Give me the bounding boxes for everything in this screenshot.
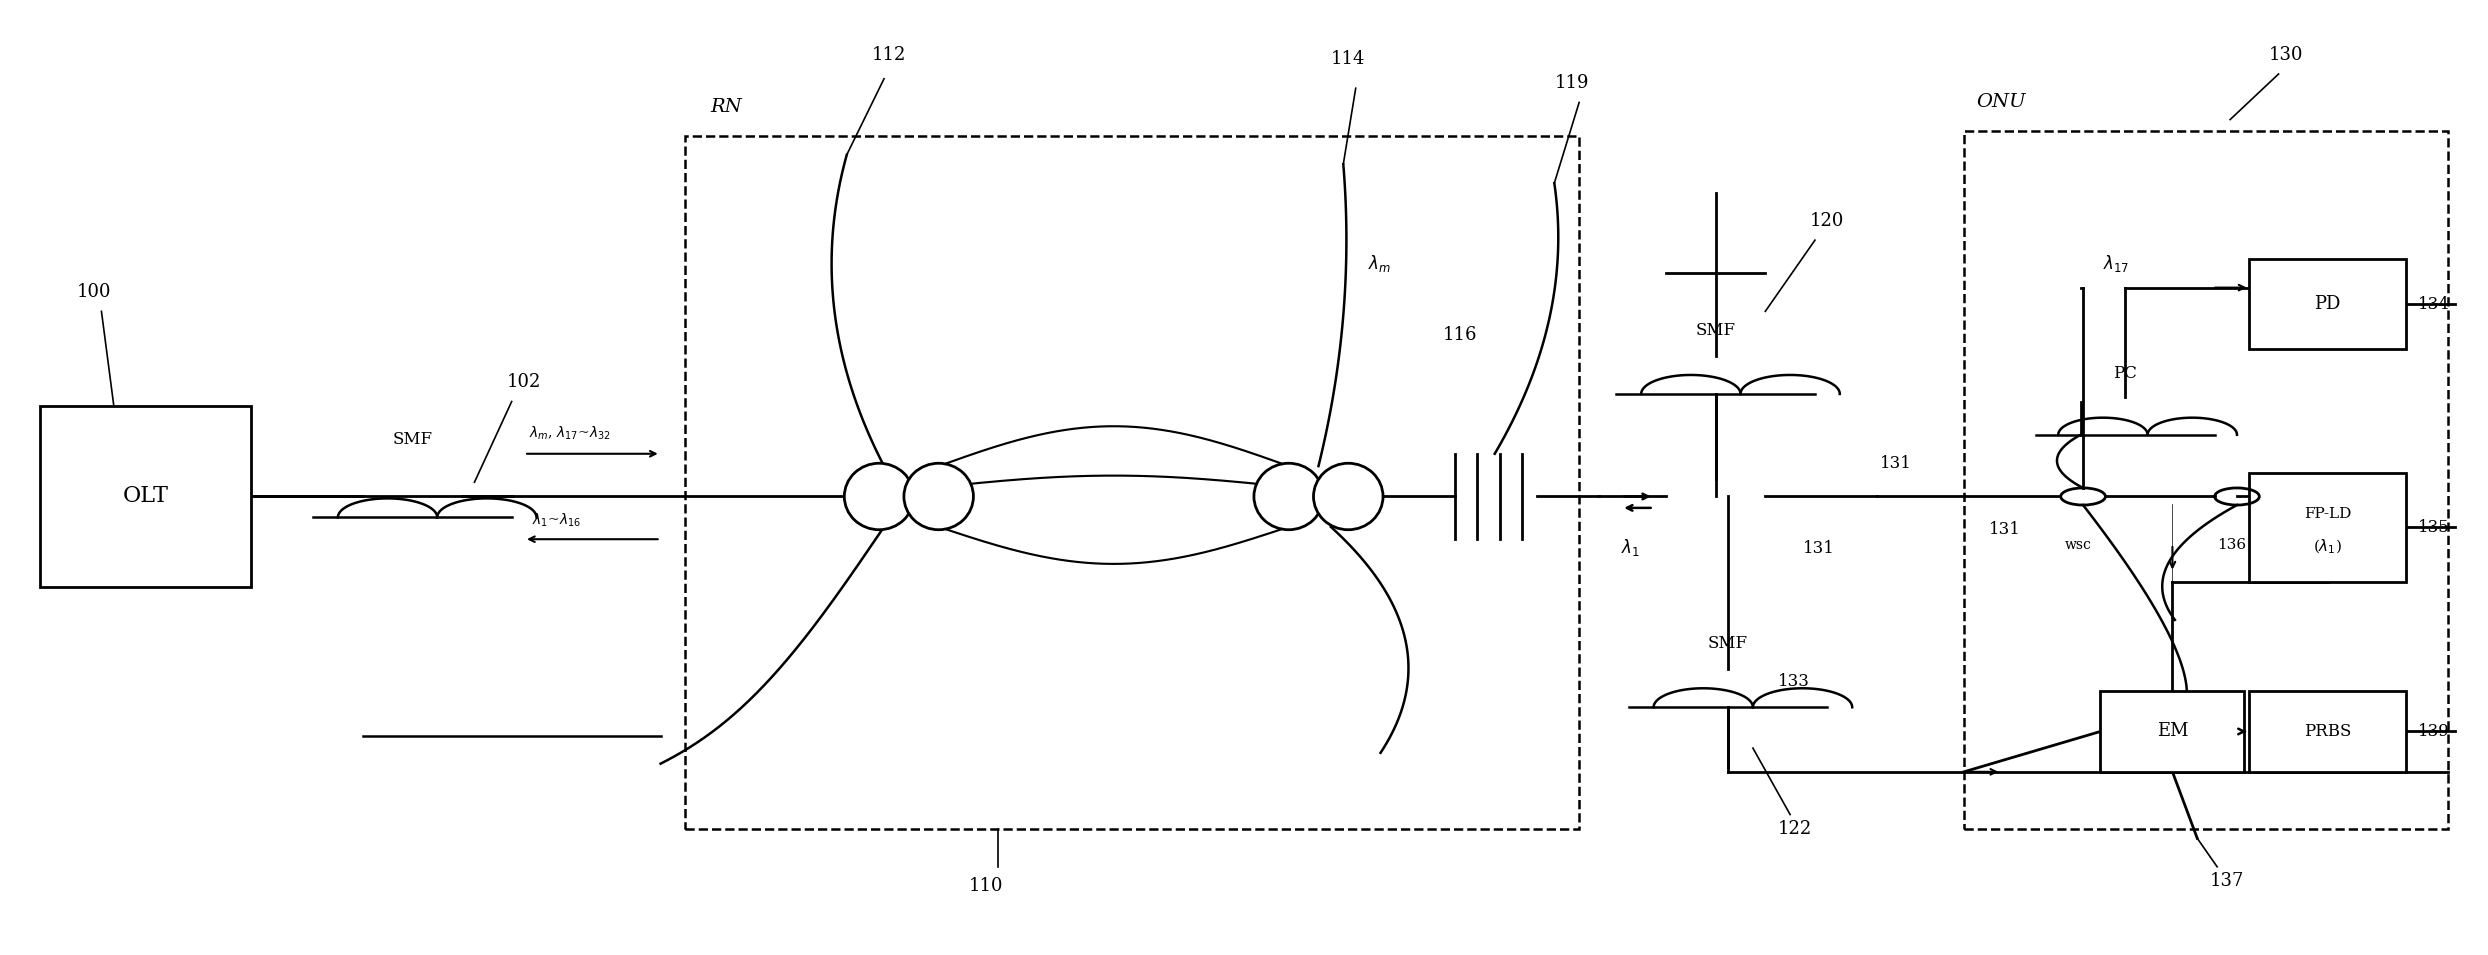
Text: RN: RN <box>709 98 741 116</box>
Text: SMF: SMF <box>1697 322 1737 339</box>
Text: $\lambda_{17}$: $\lambda_{17}$ <box>2102 253 2130 274</box>
Ellipse shape <box>843 463 913 530</box>
Text: 114: 114 <box>1331 51 1366 69</box>
Text: PD: PD <box>2314 295 2341 313</box>
Text: 131: 131 <box>1878 455 1911 472</box>
Bar <box>40 406 251 586</box>
Text: $\lambda_1$~$\lambda_{16}$: $\lambda_1$~$\lambda_{16}$ <box>532 512 580 529</box>
Ellipse shape <box>1314 463 1383 530</box>
Bar <box>2249 473 2406 582</box>
Text: 116: 116 <box>1443 326 1478 344</box>
Text: 110: 110 <box>968 877 1003 895</box>
Text: 135: 135 <box>2418 519 2451 536</box>
Text: 119: 119 <box>1555 74 1590 93</box>
Text: 102: 102 <box>508 373 540 392</box>
Text: $\lambda_m$: $\lambda_m$ <box>1368 253 1391 274</box>
Bar <box>2100 691 2244 772</box>
Text: FP-LD: FP-LD <box>2304 507 2351 521</box>
Bar <box>1963 131 2448 829</box>
Text: $\lambda_m$, $\lambda_{17}$~$\lambda_{32}$: $\lambda_m$, $\lambda_{17}$~$\lambda_{32… <box>530 425 610 442</box>
Text: 131: 131 <box>1801 541 1834 558</box>
Text: ONU: ONU <box>1975 94 2025 111</box>
Text: 120: 120 <box>1809 212 1844 230</box>
Text: $\lambda_1$: $\lambda_1$ <box>1622 538 1640 559</box>
Text: 130: 130 <box>2269 46 2304 64</box>
Text: PRBS: PRBS <box>2304 723 2351 740</box>
Text: ($\lambda_1$): ($\lambda_1$) <box>2314 538 2341 556</box>
Text: 136: 136 <box>2217 538 2247 552</box>
Text: wsc: wsc <box>2065 538 2092 552</box>
Text: 112: 112 <box>871 46 906 64</box>
Text: PC: PC <box>2112 365 2137 382</box>
Text: 133: 133 <box>1779 673 1809 690</box>
Text: 122: 122 <box>1779 819 1811 838</box>
Text: 134: 134 <box>2418 296 2451 312</box>
Text: 100: 100 <box>77 283 112 301</box>
Bar <box>2249 691 2406 772</box>
Bar <box>687 136 1580 829</box>
Text: 131: 131 <box>1988 521 2020 539</box>
Ellipse shape <box>903 463 973 530</box>
Text: 139: 139 <box>2418 723 2451 740</box>
Text: EM: EM <box>2157 723 2187 740</box>
Text: 137: 137 <box>2209 872 2244 890</box>
Ellipse shape <box>1254 463 1324 530</box>
Text: SMF: SMF <box>1709 635 1749 652</box>
Text: OLT: OLT <box>122 485 169 507</box>
Text: SMF: SMF <box>393 432 433 448</box>
Bar <box>2249 259 2406 350</box>
